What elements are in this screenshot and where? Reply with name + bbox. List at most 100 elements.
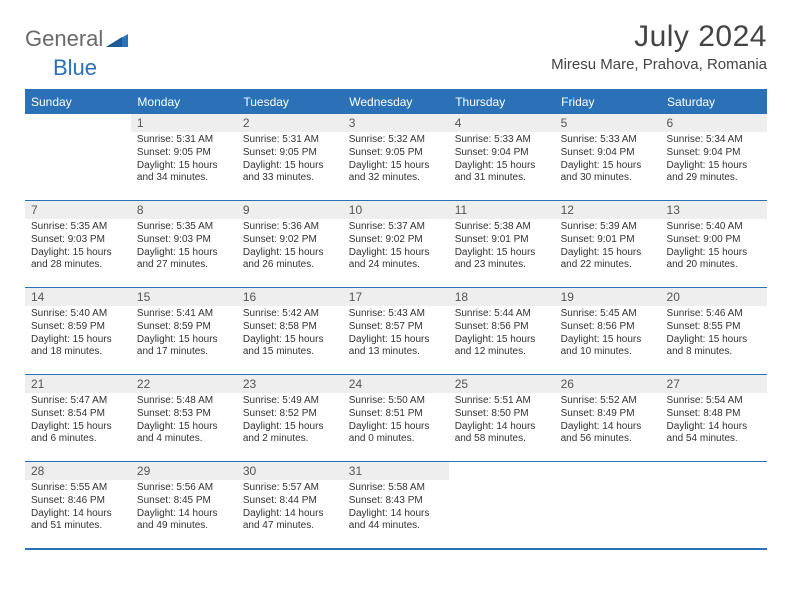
day-number: 12 <box>555 201 661 219</box>
day-number <box>555 462 661 480</box>
day-details: Sunrise: 5:55 AMSunset: 8:46 PMDaylight:… <box>25 480 131 537</box>
day-details: Sunrise: 5:31 AMSunset: 9:05 PMDaylight:… <box>131 132 237 189</box>
location-text: Miresu Mare, Prahova, Romania <box>551 56 767 73</box>
day-number: 27 <box>661 375 767 393</box>
calendar-page: General July 2024 Miresu Mare, Prahova, … <box>0 0 792 570</box>
day-details: Sunrise: 5:38 AMSunset: 9:01 PMDaylight:… <box>449 219 555 276</box>
day-number: 18 <box>449 288 555 306</box>
day-header: Wednesday <box>343 90 449 114</box>
title-block: July 2024 Miresu Mare, Prahova, Romania <box>551 20 767 73</box>
day-details: Sunrise: 5:42 AMSunset: 8:58 PMDaylight:… <box>237 306 343 363</box>
day-details: Sunrise: 5:45 AMSunset: 8:56 PMDaylight:… <box>555 306 661 363</box>
calendar-cell: 5Sunrise: 5:33 AMSunset: 9:04 PMDaylight… <box>555 114 661 201</box>
day-number: 10 <box>343 201 449 219</box>
day-header-row: SundayMondayTuesdayWednesdayThursdayFrid… <box>25 90 767 114</box>
brand-triangle-icon <box>106 31 128 47</box>
day-number: 13 <box>661 201 767 219</box>
day-details: Sunrise: 5:37 AMSunset: 9:02 PMDaylight:… <box>343 219 449 276</box>
calendar-week-row: 1Sunrise: 5:31 AMSunset: 9:05 PMDaylight… <box>25 114 767 201</box>
calendar-cell: 6Sunrise: 5:34 AMSunset: 9:04 PMDaylight… <box>661 114 767 201</box>
calendar-cell: 1Sunrise: 5:31 AMSunset: 9:05 PMDaylight… <box>131 114 237 201</box>
day-number: 1 <box>131 114 237 132</box>
day-number: 28 <box>25 462 131 480</box>
day-header: Tuesday <box>237 90 343 114</box>
day-details: Sunrise: 5:35 AMSunset: 9:03 PMDaylight:… <box>25 219 131 276</box>
calendar-cell: 19Sunrise: 5:45 AMSunset: 8:56 PMDayligh… <box>555 288 661 375</box>
calendar-cell: 11Sunrise: 5:38 AMSunset: 9:01 PMDayligh… <box>449 201 555 288</box>
day-details: Sunrise: 5:57 AMSunset: 8:44 PMDaylight:… <box>237 480 343 537</box>
day-details: Sunrise: 5:34 AMSunset: 9:04 PMDaylight:… <box>661 132 767 189</box>
calendar-cell: 13Sunrise: 5:40 AMSunset: 9:00 PMDayligh… <box>661 201 767 288</box>
day-number: 8 <box>131 201 237 219</box>
day-number: 23 <box>237 375 343 393</box>
calendar-cell: 28Sunrise: 5:55 AMSunset: 8:46 PMDayligh… <box>25 462 131 550</box>
day-number: 14 <box>25 288 131 306</box>
calendar-cell: 20Sunrise: 5:46 AMSunset: 8:55 PMDayligh… <box>661 288 767 375</box>
calendar-table: SundayMondayTuesdayWednesdayThursdayFrid… <box>25 89 767 550</box>
day-details: Sunrise: 5:47 AMSunset: 8:54 PMDaylight:… <box>25 393 131 450</box>
day-header: Sunday <box>25 90 131 114</box>
day-header: Monday <box>131 90 237 114</box>
day-number: 6 <box>661 114 767 132</box>
day-number: 5 <box>555 114 661 132</box>
day-details: Sunrise: 5:52 AMSunset: 8:49 PMDaylight:… <box>555 393 661 450</box>
day-details: Sunrise: 5:56 AMSunset: 8:45 PMDaylight:… <box>131 480 237 537</box>
day-number: 9 <box>237 201 343 219</box>
calendar-cell: 2Sunrise: 5:31 AMSunset: 9:05 PMDaylight… <box>237 114 343 201</box>
day-number: 17 <box>343 288 449 306</box>
day-details: Sunrise: 5:46 AMSunset: 8:55 PMDaylight:… <box>661 306 767 363</box>
day-details: Sunrise: 5:51 AMSunset: 8:50 PMDaylight:… <box>449 393 555 450</box>
calendar-head: SundayMondayTuesdayWednesdayThursdayFrid… <box>25 90 767 114</box>
calendar-cell: 18Sunrise: 5:44 AMSunset: 8:56 PMDayligh… <box>449 288 555 375</box>
day-header: Friday <box>555 90 661 114</box>
calendar-cell: 26Sunrise: 5:52 AMSunset: 8:49 PMDayligh… <box>555 375 661 462</box>
brand-word1: General <box>25 26 103 52</box>
day-details: Sunrise: 5:35 AMSunset: 9:03 PMDaylight:… <box>131 219 237 276</box>
calendar-week-row: 21Sunrise: 5:47 AMSunset: 8:54 PMDayligh… <box>25 375 767 462</box>
day-details: Sunrise: 5:44 AMSunset: 8:56 PMDaylight:… <box>449 306 555 363</box>
day-number: 3 <box>343 114 449 132</box>
day-details: Sunrise: 5:54 AMSunset: 8:48 PMDaylight:… <box>661 393 767 450</box>
day-number: 26 <box>555 375 661 393</box>
calendar-cell: 29Sunrise: 5:56 AMSunset: 8:45 PMDayligh… <box>131 462 237 550</box>
calendar-cell <box>555 462 661 550</box>
calendar-cell <box>661 462 767 550</box>
day-details: Sunrise: 5:58 AMSunset: 8:43 PMDaylight:… <box>343 480 449 537</box>
calendar-week-row: 14Sunrise: 5:40 AMSunset: 8:59 PMDayligh… <box>25 288 767 375</box>
calendar-cell: 31Sunrise: 5:58 AMSunset: 8:43 PMDayligh… <box>343 462 449 550</box>
day-details: Sunrise: 5:48 AMSunset: 8:53 PMDaylight:… <box>131 393 237 450</box>
day-details: Sunrise: 5:49 AMSunset: 8:52 PMDaylight:… <box>237 393 343 450</box>
calendar-cell: 21Sunrise: 5:47 AMSunset: 8:54 PMDayligh… <box>25 375 131 462</box>
day-details: Sunrise: 5:33 AMSunset: 9:04 PMDaylight:… <box>555 132 661 189</box>
day-number: 22 <box>131 375 237 393</box>
calendar-cell: 3Sunrise: 5:32 AMSunset: 9:05 PMDaylight… <box>343 114 449 201</box>
calendar-cell: 12Sunrise: 5:39 AMSunset: 9:01 PMDayligh… <box>555 201 661 288</box>
day-number: 19 <box>555 288 661 306</box>
day-details: Sunrise: 5:41 AMSunset: 8:59 PMDaylight:… <box>131 306 237 363</box>
day-number: 11 <box>449 201 555 219</box>
calendar-cell: 24Sunrise: 5:50 AMSunset: 8:51 PMDayligh… <box>343 375 449 462</box>
day-number: 7 <box>25 201 131 219</box>
day-header: Thursday <box>449 90 555 114</box>
calendar-cell: 16Sunrise: 5:42 AMSunset: 8:58 PMDayligh… <box>237 288 343 375</box>
calendar-cell: 22Sunrise: 5:48 AMSunset: 8:53 PMDayligh… <box>131 375 237 462</box>
day-number: 25 <box>449 375 555 393</box>
day-number: 15 <box>131 288 237 306</box>
calendar-cell <box>25 114 131 201</box>
day-number: 4 <box>449 114 555 132</box>
calendar-cell: 25Sunrise: 5:51 AMSunset: 8:50 PMDayligh… <box>449 375 555 462</box>
day-details: Sunrise: 5:36 AMSunset: 9:02 PMDaylight:… <box>237 219 343 276</box>
calendar-cell: 27Sunrise: 5:54 AMSunset: 8:48 PMDayligh… <box>661 375 767 462</box>
calendar-cell: 10Sunrise: 5:37 AMSunset: 9:02 PMDayligh… <box>343 201 449 288</box>
day-header: Saturday <box>661 90 767 114</box>
day-number: 16 <box>237 288 343 306</box>
calendar-cell: 7Sunrise: 5:35 AMSunset: 9:03 PMDaylight… <box>25 201 131 288</box>
day-number: 29 <box>131 462 237 480</box>
day-number: 24 <box>343 375 449 393</box>
day-number: 31 <box>343 462 449 480</box>
brand-word2: Blue <box>53 55 97 80</box>
day-details: Sunrise: 5:31 AMSunset: 9:05 PMDaylight:… <box>237 132 343 189</box>
calendar-cell: 14Sunrise: 5:40 AMSunset: 8:59 PMDayligh… <box>25 288 131 375</box>
brand-logo: General <box>25 26 128 52</box>
calendar-cell <box>449 462 555 550</box>
